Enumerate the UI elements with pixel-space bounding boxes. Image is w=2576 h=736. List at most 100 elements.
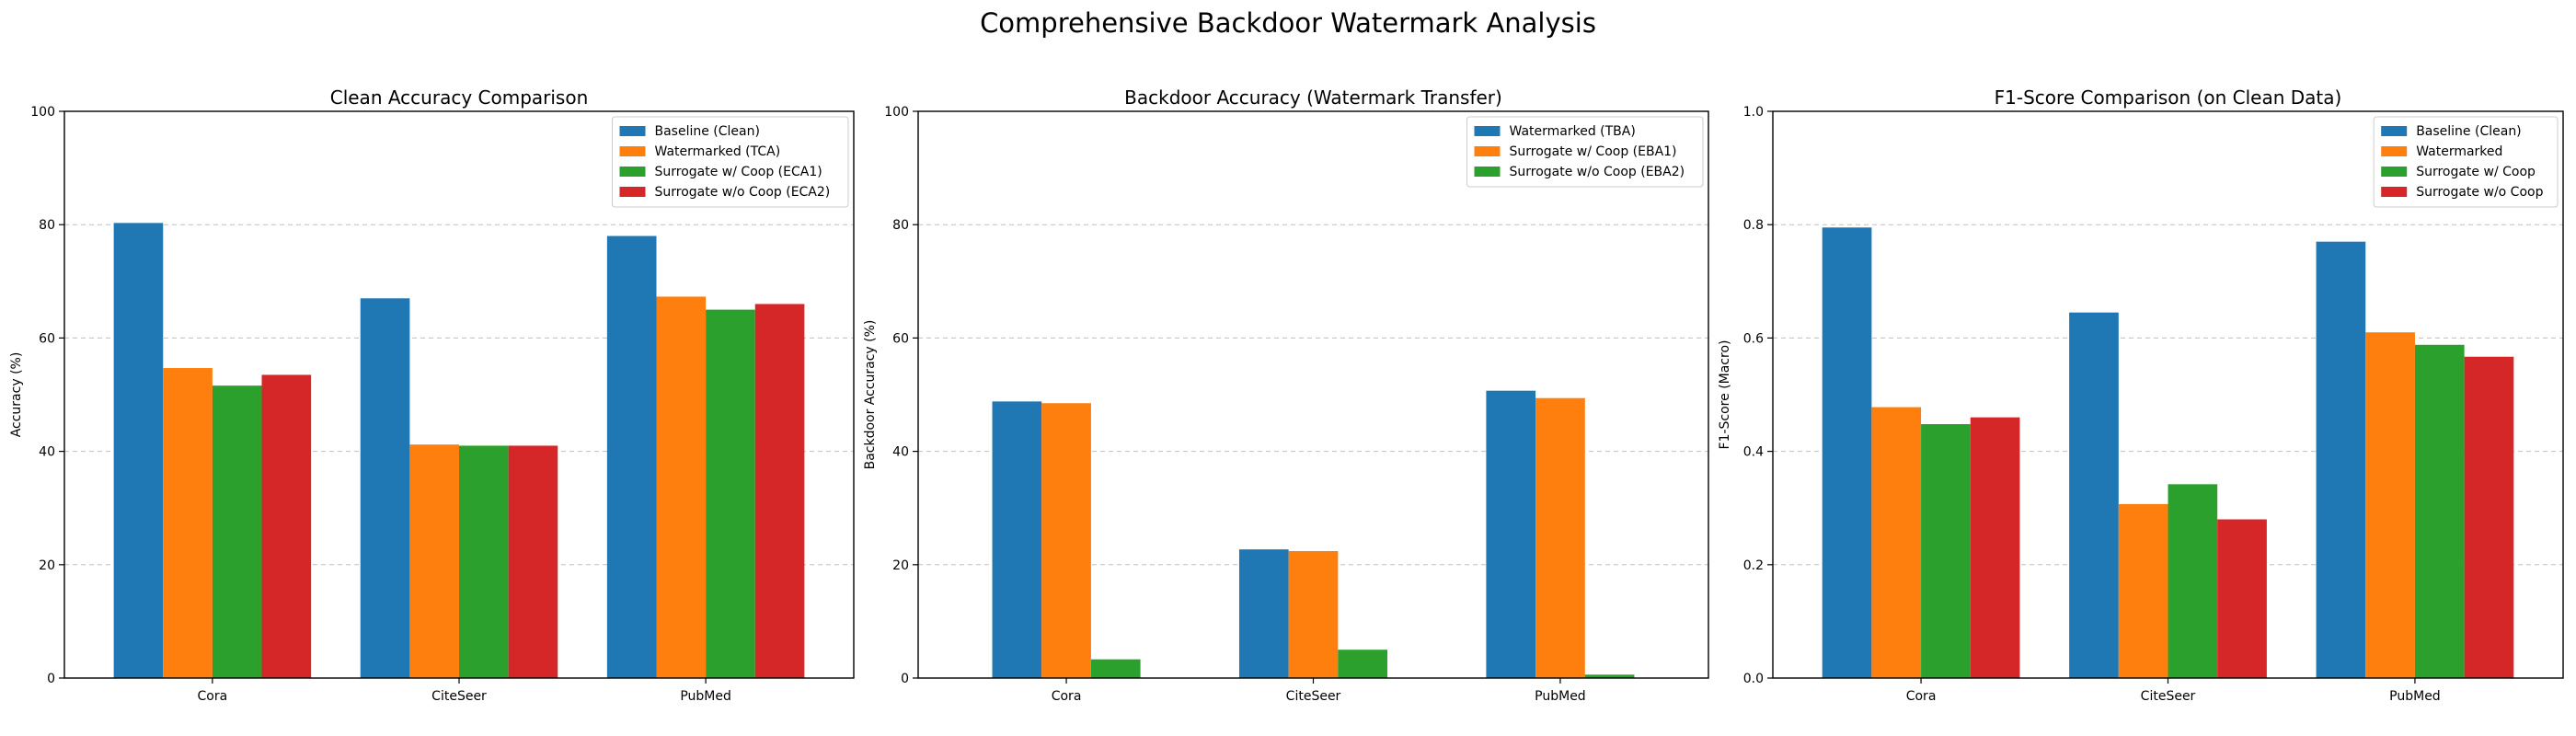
- chart-panel-1: Clean Accuracy Comparison 0 20 40 60 80 100 Acc…: [9, 86, 855, 704]
- bar-citeseer-s3: [1338, 650, 1388, 678]
- x-tick-label: PubMed: [680, 689, 731, 704]
- y-tick-label: 0.6: [1743, 331, 1764, 346]
- bar-cora-s1: [1822, 227, 1872, 678]
- x-tick-label: CiteSeer: [431, 689, 487, 704]
- bar-pubmed-s2: [1535, 397, 1585, 678]
- legend-box: [1466, 116, 1704, 188]
- plot-frame: [917, 110, 1709, 679]
- y-axis-label: F1-Score (Macro): [1718, 340, 1732, 450]
- legend-label: Surrogate w/ Coop (ECA1): [655, 165, 822, 179]
- bar-cora-s2: [163, 368, 213, 678]
- legend-swatch: [619, 167, 646, 177]
- legend: Baseline (Clean) Watermarked Surrogate w/ …: [2373, 116, 2559, 208]
- bar-cora-s4: [261, 374, 312, 678]
- bar-pubmed-s4: [754, 304, 805, 678]
- bar-cora-s4: [1970, 417, 2020, 678]
- bar-cora-s3: [1921, 424, 1971, 678]
- bar-citeseer-s4: [2217, 519, 2267, 678]
- bar-citeseer-s3: [2168, 484, 2218, 678]
- plot-frame: [1772, 110, 2564, 679]
- legend-label: Watermarked (TCA): [655, 144, 781, 159]
- x-tick-label: CiteSeer: [1286, 689, 1341, 704]
- legend-swatch: [2381, 126, 2408, 136]
- legend-label: Surrogate w/o Coop: [2416, 185, 2543, 200]
- legend-label: Baseline (Clean): [2416, 124, 2521, 139]
- bar-cora-s3: [1090, 659, 1141, 678]
- bar-pubmed-s3: [2414, 344, 2465, 678]
- x-tick-label: CiteSeer: [2141, 689, 2196, 704]
- y-tick-label: 80: [892, 218, 909, 233]
- x-tick-label: Cora: [198, 689, 228, 704]
- legend-swatch: [619, 126, 646, 136]
- y-tick-label: 80: [39, 218, 55, 233]
- legend-swatch: [619, 146, 646, 156]
- y-tick-label: 20: [892, 558, 909, 573]
- y-tick-label: 1.0: [1743, 105, 1764, 120]
- y-axis-label: Backdoor Accuracy (%): [863, 320, 878, 470]
- y-tick-label: 20: [39, 558, 55, 573]
- y-tick-label: 40: [892, 445, 909, 460]
- y-tick-label: 0.2: [1743, 558, 1764, 573]
- bar-pubmed-s1: [2316, 241, 2366, 678]
- chart-panel-3: F1-Score Comparison (on Clean Data) 0.0 0.…: [1718, 86, 2564, 704]
- chart-title: Clean Accuracy Comparison: [330, 86, 589, 109]
- bar-citeseer-s2: [2118, 503, 2168, 678]
- x-tick-label: PubMed: [2389, 689, 2441, 704]
- legend-swatch: [1474, 167, 1501, 177]
- bar-cora-s2: [1041, 403, 1091, 678]
- bar-citeseer-s4: [508, 445, 558, 678]
- bar-pubmed-s2: [2365, 332, 2415, 678]
- bar-pubmed-s1: [1486, 390, 1536, 678]
- chart-panel-2: Backdoor Accuracy (Watermark Transfer) 0 2…: [863, 86, 1709, 704]
- bar-pubmed-s4: [2464, 356, 2514, 678]
- legend-box: [612, 116, 849, 208]
- y-tick-label: 0: [901, 672, 909, 686]
- figure-title: Comprehensive Backdoor Watermark Analysi…: [980, 7, 1596, 39]
- chart-title: Backdoor Accuracy (Watermark Transfer): [1124, 86, 1502, 109]
- legend-box: [2373, 116, 2559, 208]
- y-tick-label: 100: [30, 105, 55, 120]
- x-tick-label: Cora: [1052, 689, 1082, 704]
- y-axis-label: Accuracy (%): [9, 352, 24, 438]
- y-tick-label: 0.4: [1743, 445, 1764, 460]
- bar-citeseer-s1: [2069, 312, 2119, 678]
- bar-cora-s1: [992, 401, 1042, 678]
- legend-swatch: [2381, 146, 2408, 156]
- legend-label: Surrogate w/ Coop: [2416, 165, 2536, 179]
- legend-swatch: [1474, 146, 1501, 156]
- y-tick-label: 40: [39, 445, 55, 460]
- y-tick-label: 100: [884, 105, 909, 120]
- legend-swatch: [619, 187, 646, 197]
- legend: Baseline (Clean) Watermarked (TCA) Surroga…: [612, 116, 849, 208]
- legend-swatch: [1474, 126, 1501, 136]
- legend-label: Surrogate w/ Coop (EBA1): [1510, 144, 1677, 159]
- bar-pubmed-s3: [1584, 674, 1635, 678]
- legend-label: Watermarked (TBA): [1510, 124, 1636, 139]
- y-tick-label: 60: [39, 331, 55, 346]
- bar-citeseer-s1: [1238, 549, 1289, 678]
- bar-citeseer-s2: [1288, 551, 1339, 678]
- y-tick-label: 0: [47, 672, 55, 686]
- bar-pubmed-s2: [656, 296, 707, 678]
- bar-citeseer-s1: [360, 298, 410, 678]
- x-tick-label: PubMed: [1535, 689, 1586, 704]
- bar-pubmed-s1: [606, 236, 657, 678]
- legend-label: Surrogate w/o Coop (EBA2): [1510, 165, 1685, 179]
- y-tick-label: 0.0: [1743, 672, 1764, 686]
- bar-cora-s2: [1871, 407, 1922, 678]
- bar-cora-s1: [113, 223, 164, 679]
- chart-title: F1-Score Comparison (on Clean Data): [1995, 86, 2342, 109]
- x-tick-label: Cora: [1906, 689, 1937, 704]
- legend-swatch: [2381, 167, 2408, 177]
- bar-cora-s3: [212, 385, 262, 678]
- legend-label: Watermarked: [2416, 144, 2502, 159]
- legend-label: Baseline (Clean): [655, 124, 760, 139]
- y-tick-label: 60: [892, 331, 909, 346]
- legend: Watermarked (TBA) Surrogate w/ Coop (EBA1…: [1466, 116, 1704, 188]
- y-tick-label: 0.8: [1743, 218, 1764, 233]
- legend-label: Surrogate w/o Coop (ECA2): [655, 185, 831, 200]
- bar-citeseer-s2: [409, 444, 459, 678]
- plot-frame: [63, 110, 855, 679]
